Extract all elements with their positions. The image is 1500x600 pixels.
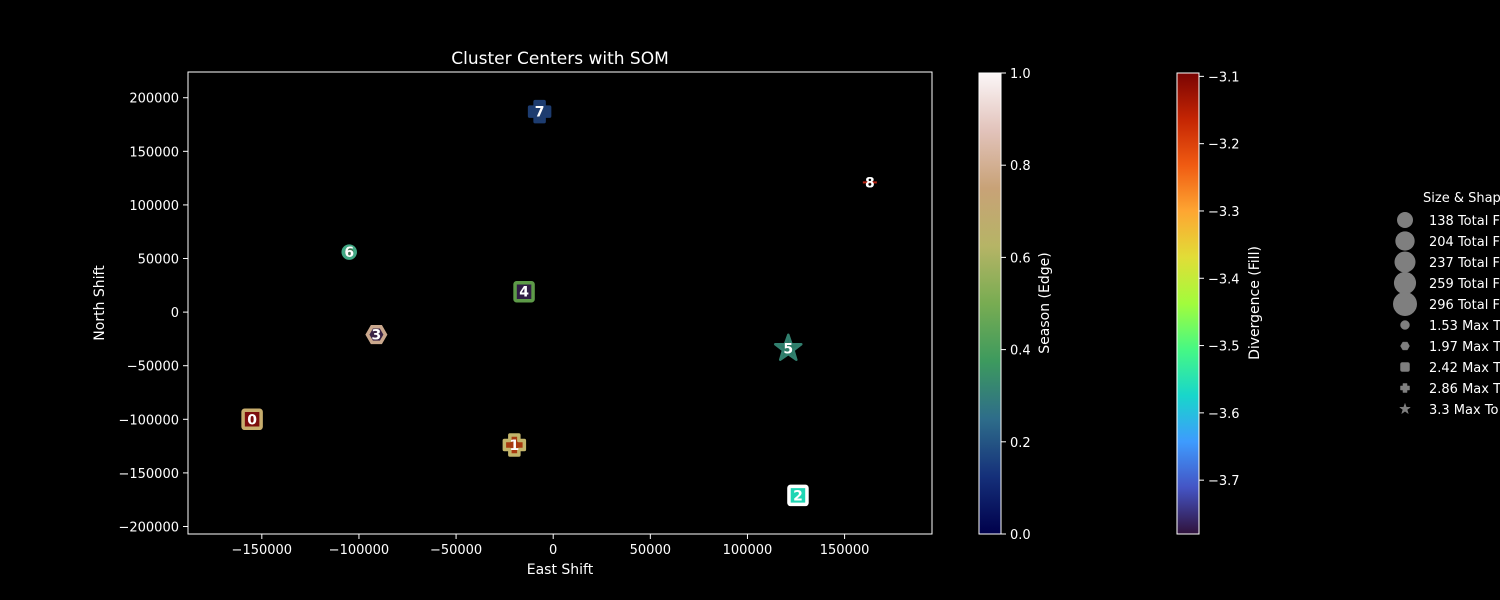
legend-size-label: 237 Total F (1429, 256, 1500, 271)
cluster-label: 1 (509, 438, 519, 454)
x-tick-label: 100000 (723, 543, 773, 558)
x-tick-label: −100000 (329, 543, 390, 558)
legend-shape-marker (1399, 403, 1411, 414)
legend-size-marker (1393, 271, 1417, 295)
legend-shape-label: 1.53 Max T (1429, 319, 1500, 334)
legend-size-label: 138 Total F (1429, 214, 1500, 229)
cluster-label: 2 (793, 488, 803, 504)
colorbar-tick-label: 0.0 (1010, 528, 1031, 543)
colorbar-tick-label: −3.1 (1208, 70, 1240, 85)
divergence-colorbar-ticks: −3.7 −3.6 −3.5 −3.4 −3.3 −3.2 −3.1 (1199, 70, 1240, 489)
legend-size-label: 259 Total F (1429, 277, 1500, 292)
cluster-point: 7 (527, 99, 552, 124)
cluster-point: 2 (787, 484, 809, 507)
cluster-marker (341, 244, 357, 260)
legend-shape-marker (1400, 362, 1410, 372)
y-tick-label: 200000 (129, 92, 179, 107)
legend-size-marker (1394, 251, 1416, 273)
legend-shape-marker (1400, 341, 1410, 351)
cluster-point: 6 (341, 244, 357, 261)
cluster-point: 5 (773, 333, 803, 361)
cluster-marker (527, 99, 552, 124)
legend-size-marker (1397, 212, 1413, 228)
season-colorbar-ticks: 0.0 0.2 0.4 0.6 0.8 1.0 (1001, 67, 1031, 543)
colorbar-tick-label: 0.2 (1010, 436, 1031, 451)
x-tick-label: −50000 (430, 543, 482, 558)
colorbar-tick-label: −3.4 (1208, 272, 1240, 287)
y-tick-label: −150000 (118, 467, 179, 482)
season-colorbar-label: Season (Edge) (1037, 252, 1053, 353)
colorbar-tick-label: 0.8 (1010, 159, 1031, 174)
cluster-label: 4 (519, 285, 529, 301)
x-tick-label: −150000 (232, 543, 293, 558)
x-axis-ticks: −150000 −100000 −50000 0 50000 100000 150000 (232, 534, 870, 558)
y-tick-label: 0 (171, 306, 179, 321)
cluster-marker (241, 408, 263, 431)
chart-title: Cluster Centers with SOM (451, 49, 669, 69)
legend-shape-label: 2.42 Max T (1429, 361, 1500, 376)
y-tick-label: −50000 (127, 360, 179, 375)
colorbar-tick-label: −3.6 (1208, 407, 1240, 422)
colorbar-tick-label: −3.5 (1208, 340, 1240, 355)
y-tick-label: 150000 (129, 145, 179, 160)
colorbar-tick-label: −3.7 (1208, 474, 1240, 489)
x-tick-label: 50000 (630, 543, 671, 558)
cluster-marker (365, 325, 388, 345)
colorbar-tick-label: −3.3 (1208, 205, 1240, 220)
legend: Size & Shap 138 Total F 204 Total F 237 To… (1393, 191, 1500, 418)
y-axis-label: North Shift (92, 265, 108, 341)
plot-area (187, 71, 933, 535)
cluster-markers: 0 1 2 3 4 5 6 7 8 (241, 99, 877, 507)
cluster-point: 0 (241, 408, 263, 431)
legend-shape-marker (1400, 383, 1410, 393)
cluster-label: 8 (865, 175, 875, 191)
legend-size-label: 296 Total F (1429, 298, 1500, 313)
legend-shape-label: 2.86 Max T (1429, 382, 1500, 397)
cluster-marker (773, 333, 803, 361)
legend-shape-label: 3.3 Max To (1429, 403, 1499, 418)
cluster-marker (513, 280, 535, 303)
divergence-colorbar-label: Divergence (Fill) (1247, 246, 1263, 360)
colorbar-tick-label: 0.6 (1010, 251, 1031, 266)
x-tick-label: 0 (549, 543, 557, 558)
cluster-marker (787, 484, 809, 507)
cluster-point: 3 (365, 325, 388, 345)
cluster-label: 6 (344, 245, 354, 261)
y-tick-label: −100000 (118, 413, 179, 428)
y-axis-ticks: −200000 −150000 −100000 −50000 0 50000 100000 1… (118, 92, 188, 535)
legend-title: Size & Shap (1423, 191, 1500, 206)
legend-size-marker (1393, 292, 1417, 316)
cluster-point: 1 (502, 433, 527, 457)
legend-size-label: 204 Total F (1429, 235, 1500, 250)
divergence-colorbar (1176, 72, 1200, 535)
x-axis-label: East Shift (527, 562, 594, 578)
y-tick-label: 100000 (129, 199, 179, 214)
cluster-label: 5 (783, 342, 793, 358)
cluster-marker (502, 433, 527, 457)
legend-size-marker (1395, 231, 1415, 251)
x-tick-label: 150000 (820, 543, 870, 558)
colorbar-tick-label: 0.4 (1010, 344, 1031, 359)
cluster-label: 0 (247, 412, 257, 428)
legend-shape-marker (1400, 320, 1410, 330)
season-colorbar (978, 72, 1002, 535)
cluster-label: 3 (372, 328, 382, 344)
cluster-point: 4 (513, 280, 535, 303)
colorbar-tick-label: 1.0 (1010, 67, 1031, 82)
legend-shape-label: 1.97 Max T (1429, 340, 1500, 355)
cluster-label: 7 (535, 105, 545, 121)
y-tick-label: 50000 (138, 253, 179, 268)
y-tick-label: −200000 (118, 520, 179, 535)
cluster-point: 8 (862, 175, 877, 191)
colorbar-tick-label: −3.2 (1208, 138, 1240, 153)
